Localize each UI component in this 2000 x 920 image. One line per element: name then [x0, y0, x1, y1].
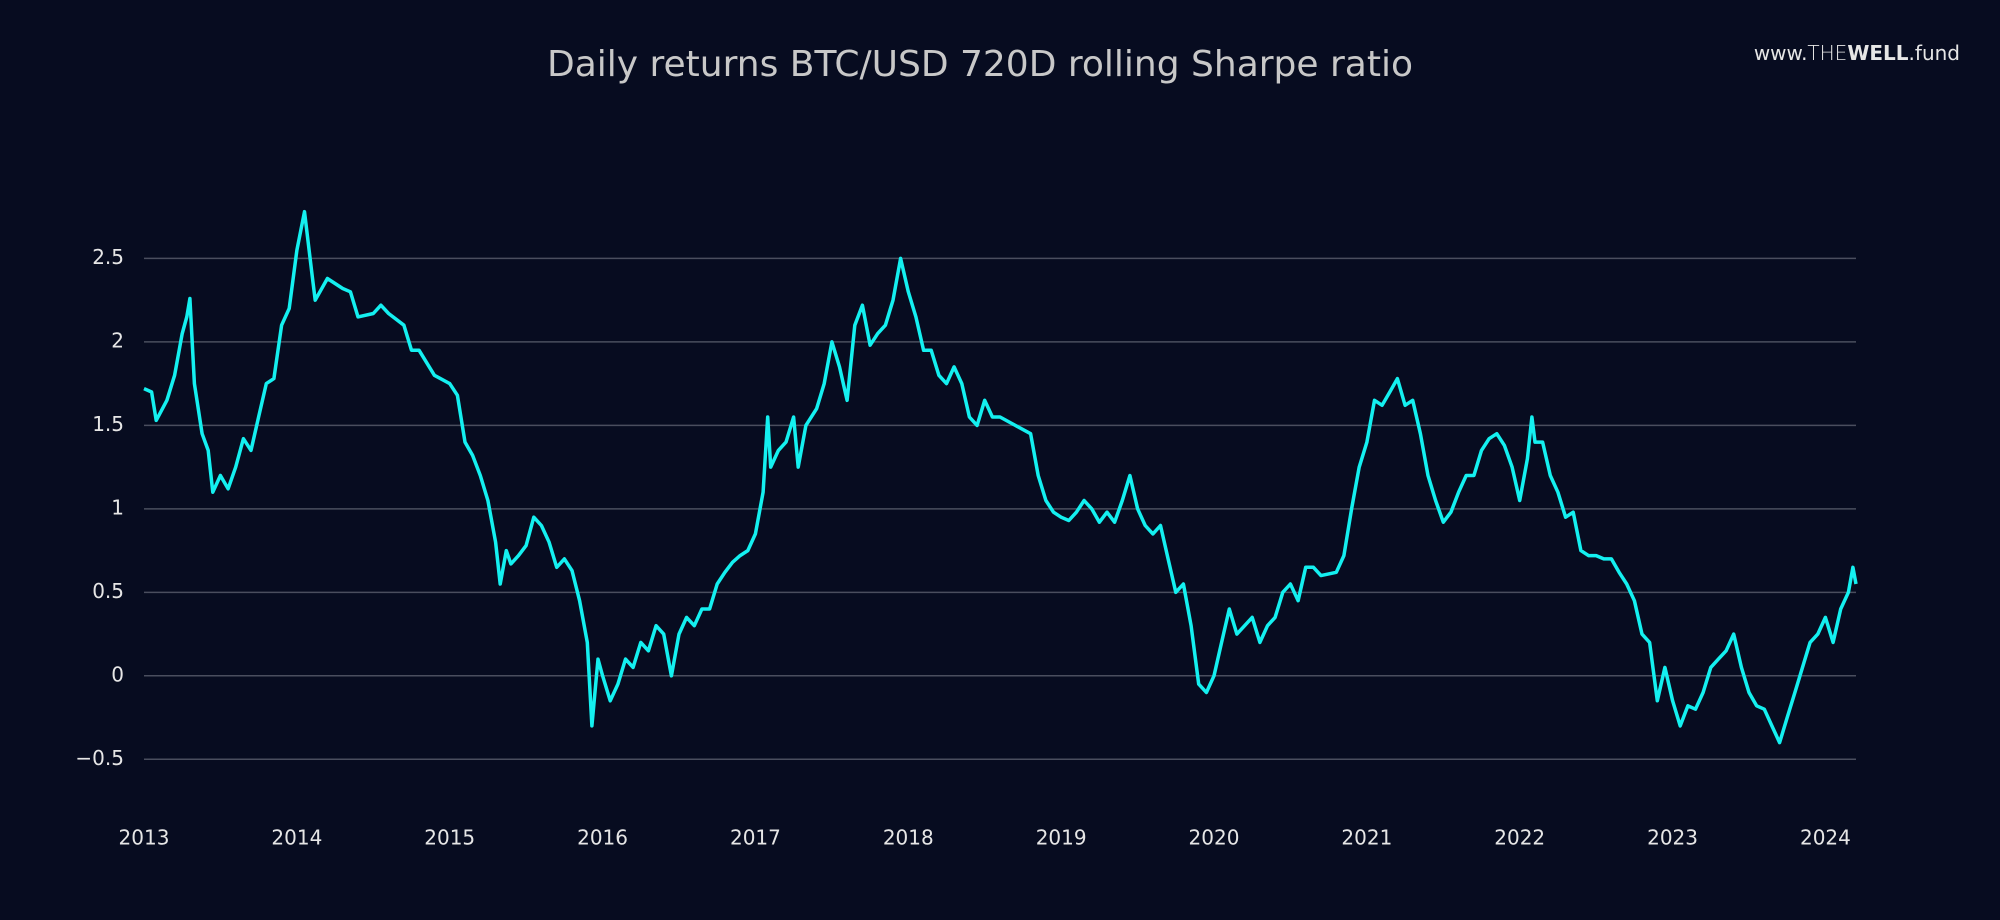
data-line — [143, 209, 1858, 745]
y-tick-label: 0.5 — [92, 579, 124, 603]
x-tick-label: 2022 — [1494, 826, 1545, 850]
x-tick-label: 2014 — [271, 826, 322, 850]
x-tick-label: 2020 — [1189, 826, 1240, 850]
x-tick-label: 2015 — [424, 826, 475, 850]
y-tick-label: 0 — [111, 662, 124, 686]
chart-title: Daily returns BTC/USD 720D rolling Sharp… — [547, 44, 1413, 85]
brand-prefix: www. — [1754, 41, 1808, 65]
x-tick-label: 2021 — [1341, 826, 1392, 850]
y-tick-label: 1 — [111, 495, 124, 519]
x-tick-label: 2017 — [730, 826, 781, 850]
brand: www.THEWELL.fund — [1754, 41, 1960, 65]
brand-suffix: .fund — [1909, 41, 1960, 65]
x-tick-label: 2013 — [119, 826, 170, 850]
x-tick-label: 2016 — [577, 826, 628, 850]
brand-the: THE — [1807, 41, 1847, 65]
x-tick-label: 2023 — [1647, 826, 1698, 850]
y-tick-label: 2 — [111, 328, 124, 352]
x-tick-label: 2019 — [1036, 826, 1087, 850]
brand-well: WELL — [1847, 41, 1908, 65]
y-tick-label: 2.5 — [92, 245, 124, 269]
y-tick-label: −0.5 — [75, 746, 124, 770]
x-tick-label: 2024 — [1800, 826, 1851, 850]
x-tick-label: 2018 — [883, 826, 934, 850]
y-tick-label: 1.5 — [92, 412, 124, 436]
